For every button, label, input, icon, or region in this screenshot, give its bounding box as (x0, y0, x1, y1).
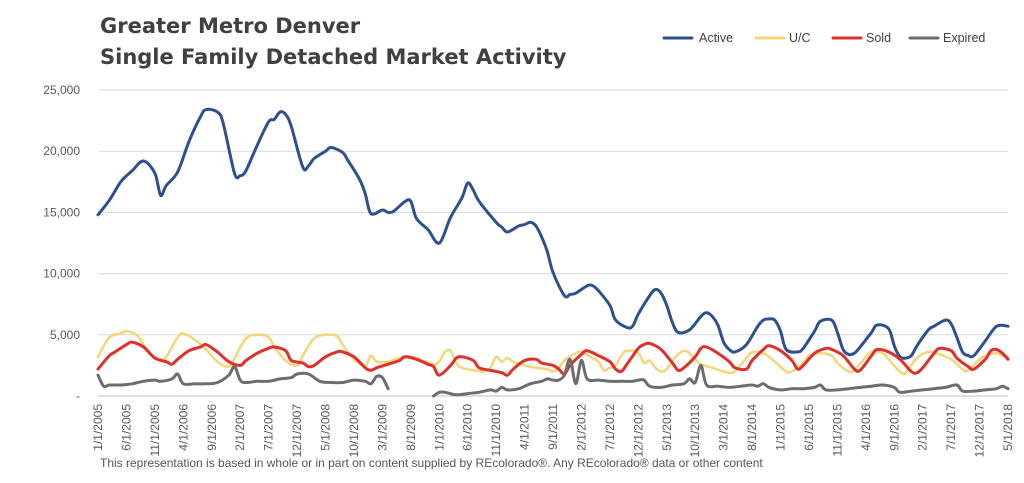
x-tick-label: 12/1/2017 (973, 404, 987, 458)
x-tick-label: 7/1/2012 (603, 404, 617, 451)
x-tick-label: 7/1/2007 (262, 404, 276, 451)
x-tick-label: 8/1/2014 (745, 404, 759, 451)
x-tick-label: 4/1/2006 (176, 404, 190, 451)
x-tick-label: 4/1/2016 (859, 404, 873, 451)
x-tick-label: 8/1/2009 (404, 404, 418, 451)
y-tick-label: 25,000 (43, 83, 80, 97)
y-tick-label: 10,000 (43, 267, 80, 281)
x-tick-label: 9/1/2016 (887, 404, 901, 451)
y-tick-label: 15,000 (43, 205, 80, 219)
x-tick-label: 11/1/2005 (148, 404, 162, 457)
y-tick-label: 20,000 (43, 144, 80, 158)
y-tick-label: 5,000 (50, 328, 80, 342)
x-tick-label: 12/1/2007 (290, 404, 304, 458)
x-tick-label: 9/1/2006 (205, 404, 219, 451)
x-tick-label: 9/1/2011 (546, 404, 560, 450)
x-tick-label: 2/1/2017 (916, 404, 930, 451)
x-tick-label: 1/1/2005 (91, 404, 105, 451)
y-tick-label: - (76, 389, 80, 403)
legend-label: Sold (866, 31, 891, 45)
x-tick-label: 10/1/2008 (347, 404, 361, 458)
x-tick-label: 1/1/2010 (432, 404, 446, 451)
x-tick-label: 3/1/2014 (717, 404, 731, 451)
legend-label: Expired (943, 31, 985, 45)
x-tick-label: 11/1/2015 (830, 404, 844, 457)
y-axis: - 5,000 10,000 15,000 20,000 25,000 (43, 83, 80, 403)
x-tick-label: 11/1/2010 (489, 404, 503, 457)
series-layer (96, 107, 1010, 398)
chart-title-line-2: Single Family Detached Market Activity (100, 45, 567, 69)
x-tick-label: 5/1/2008 (319, 404, 333, 451)
legend-label: U/C (789, 31, 811, 45)
x-tick-label: 4/1/2011 (518, 404, 532, 450)
x-tick-label: 6/1/2010 (461, 404, 475, 451)
legend: Active U/C Sold Expired (662, 31, 985, 45)
series-line-active (96, 107, 1010, 360)
footer-note: This representation is based in whole or… (100, 456, 763, 470)
x-axis: 1/1/2005 6/1/2005 11/1/2005 4/1/2006 9/1/200… (91, 404, 1015, 458)
x-tick-label: 7/1/2017 (944, 404, 958, 451)
x-tick-label: 2/1/2007 (233, 404, 247, 451)
x-tick-label: 6/1/2015 (802, 404, 816, 451)
x-tick-label: 5/1/2013 (660, 404, 674, 451)
x-tick-label: 10/1/2013 (688, 404, 702, 458)
x-tick-label: 5/1/2018 (1001, 404, 1015, 451)
x-tick-label: 12/1/2012 (631, 404, 645, 458)
legend-label: Active (699, 31, 733, 45)
gridlines (98, 89, 1008, 397)
series-line-expired (96, 357, 1010, 398)
chart-title-line-1: Greater Metro Denver (100, 14, 361, 38)
x-tick-label: 6/1/2005 (119, 404, 133, 451)
x-tick-label: 3/1/2009 (375, 404, 389, 451)
x-tick-label: 2/1/2012 (574, 404, 588, 451)
x-tick-label: 1/1/2015 (774, 404, 788, 451)
